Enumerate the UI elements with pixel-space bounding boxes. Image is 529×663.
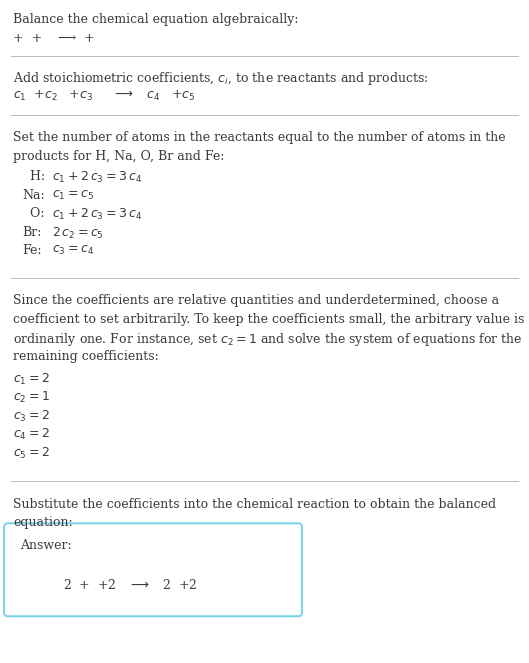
Text: Add stoichiometric coefficients, $c_i$, to the reactants and products:: Add stoichiometric coefficients, $c_i$, … bbox=[13, 70, 428, 88]
Text: $c_1 + 2\,c_3 = 3\,c_4$: $c_1 + 2\,c_3 = 3\,c_4$ bbox=[52, 208, 142, 222]
Text: ordinarily one. For instance, set $c_2 = 1$ and solve the system of equations fo: ordinarily one. For instance, set $c_2 =… bbox=[13, 332, 523, 348]
Text: $c_3 = 2$: $c_3 = 2$ bbox=[13, 409, 50, 424]
Text: +  +    ⟶  +: + + ⟶ + bbox=[13, 32, 95, 44]
Text: Set the number of atoms in the reactants equal to the number of atoms in the: Set the number of atoms in the reactants… bbox=[13, 131, 506, 145]
Text: $c_3 = c_4$: $c_3 = c_4$ bbox=[52, 244, 94, 257]
Text: Substitute the coefficients into the chemical reaction to obtain the balanced: Substitute the coefficients into the che… bbox=[13, 498, 496, 511]
FancyBboxPatch shape bbox=[4, 523, 302, 617]
Text: Since the coefficients are relative quantities and underdetermined, choose a: Since the coefficients are relative quan… bbox=[13, 294, 499, 307]
Text: Br:: Br: bbox=[22, 225, 41, 239]
Text: remaining coefficients:: remaining coefficients: bbox=[13, 349, 159, 363]
Text: $2\,c_2 = c_5$: $2\,c_2 = c_5$ bbox=[52, 225, 104, 241]
Text: 2  +  +2   $\longrightarrow$   2  +2: 2 + +2 $\longrightarrow$ 2 +2 bbox=[62, 578, 197, 592]
Text: Answer:: Answer: bbox=[20, 539, 71, 552]
Text: $c_2 = 1$: $c_2 = 1$ bbox=[13, 391, 50, 406]
Text: $c_1 = 2$: $c_1 = 2$ bbox=[13, 372, 50, 387]
Text: Balance the chemical equation algebraically:: Balance the chemical equation algebraica… bbox=[13, 13, 298, 26]
Text: $c_5 = 2$: $c_5 = 2$ bbox=[13, 446, 50, 461]
Text: $c_1 = c_5$: $c_1 = c_5$ bbox=[52, 189, 94, 202]
Text: equation:: equation: bbox=[13, 516, 72, 529]
Text: coefficient to set arbitrarily. To keep the coefficients small, the arbitrary va: coefficient to set arbitrarily. To keep … bbox=[13, 313, 524, 326]
Text: $c_4 = 2$: $c_4 = 2$ bbox=[13, 428, 50, 442]
Text: Na:: Na: bbox=[22, 189, 44, 202]
Text: H:: H: bbox=[22, 170, 45, 183]
Text: Fe:: Fe: bbox=[22, 244, 41, 257]
Text: $c_1$  +$c_2$   +$c_3$     $\longrightarrow$   $c_4$   +$c_5$: $c_1$ +$c_2$ +$c_3$ $\longrightarrow$ $c… bbox=[13, 89, 196, 103]
Text: $c_1 + 2\,c_3 = 3\,c_4$: $c_1 + 2\,c_3 = 3\,c_4$ bbox=[52, 170, 142, 186]
Text: products for H, Na, O, Br and Fe:: products for H, Na, O, Br and Fe: bbox=[13, 150, 224, 163]
Text: O:: O: bbox=[22, 208, 44, 220]
